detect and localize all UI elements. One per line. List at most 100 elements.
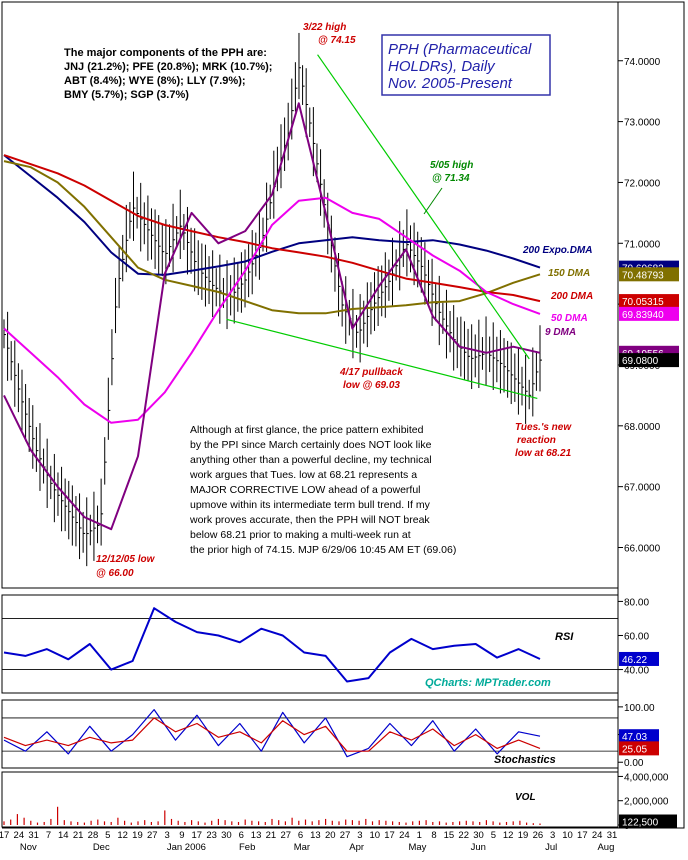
chart-title-line-3: Nov. 2005-Present [388,75,513,92]
stoch-last-label: 25.05 [622,744,647,755]
vol-ytick-label: 4,000,000 [624,772,669,783]
x-tick-label: 15 [444,830,455,841]
rsi-last-box [619,651,659,666]
components-line-4: BMY (5.7%); SGP (3.7%) [64,89,189,101]
x-tick-label: 31 [28,830,39,841]
x-axis: 17 24 31 7 14 21 28 5 12 19 27 3 9 17 23 30 6 13 21 27 6 13 20… [0,830,617,853]
x-month-label: Apr [349,842,364,853]
price-series-200-dma [3,154,541,303]
price-ytick-label: 71.0000 [624,239,661,250]
x-tick-label: 28 [88,830,99,841]
volume-label: VOL [515,792,536,803]
stochastics-label: Stochastics [494,754,556,766]
price-ytick-label: 74.0000 [624,57,661,68]
x-tick-label: 3 [357,830,362,841]
last-value-label: 70.05315 [622,297,664,308]
x-month-label: Dec [93,842,110,853]
x-tick-label: 9 [179,830,184,841]
commentary-line-1: Although at first glance, the price patt… [190,424,424,436]
rsi-panel: 40.00 60.00 80.00 46.22 [2,597,659,683]
x-tick-label: 23 [206,830,217,841]
x-tick-label: 12 [503,830,514,841]
price-ytick-label: 72.0000 [624,178,661,189]
x-tick-label: 31 [607,830,618,841]
tag-9-dma: 9 DMA [545,327,576,338]
x-month-label: Mar [294,842,310,853]
x-month-label: Feb [239,842,255,853]
rsi-last-label: 46.22 [622,655,647,666]
x-tick-label: 27 [340,830,351,841]
price-series-150-dma [3,160,541,315]
annot-may-high-1: 5/05 high [430,160,473,171]
commentary-line-3: anything other than a powerful decline, … [190,454,432,466]
commentary-line-7: work proves accurate, then the PPH will … [189,514,430,526]
price-series-50-dma [3,196,541,424]
x-tick-label: 19 [132,830,143,841]
x-month-label: Nov [20,842,37,853]
x-tick-label: 6 [298,830,303,841]
price-ytick-label: 66.0000 [624,543,661,554]
stoch-last-box [619,729,659,744]
x-tick-label: 17 [0,830,9,841]
chart-title-line-1: PPH (Pharmaceutical [388,41,532,58]
x-tick-label: 27 [147,830,158,841]
x-tick-label: 26 [533,830,544,841]
vol-last-label: 122,500 [622,818,659,829]
annot-march-high-2: @ 74.15 [318,35,356,46]
price-ytick-label: 67.0000 [624,483,661,494]
stoch-series--d [3,717,541,752]
rsi-ytick-label: 40.00 [624,666,649,677]
last-value-label: 70.48793 [622,270,664,281]
x-month-label: Jan 2006 [167,842,206,853]
x-month-label: May [408,842,426,853]
trendline [317,54,530,360]
commentary-line-5: MAJOR CORRECTIVE LOW ahead of a powerful [190,484,421,496]
rsi-label: RSI [555,631,574,643]
annot-april-low-2: low @ 69.03 [343,380,400,391]
commentary-line-2: by the PPI since March certainly does NO… [190,439,432,451]
price-panel: 66.000067.000068.000069.000070.000071.00… [3,32,679,567]
x-tick-label: 27 [280,830,291,841]
commentary-line-9: the prior high of 74.15. MJP 6/29/06 10:… [190,544,456,556]
chart-title-box [381,34,551,96]
x-tick-label: 12 [117,830,128,841]
x-tick-label: 5 [491,830,496,841]
vol-ytick-label: 2,000,000 [624,797,669,808]
last-value-box [619,306,679,321]
x-tick-label: 19 [518,830,529,841]
x-tick-label: 17 [191,830,202,841]
annot-april-low-1: 4/17 pullback [339,367,403,378]
price-ytick-label: 73.0000 [624,118,661,129]
last-value-box [619,267,679,282]
trendline [226,318,538,400]
x-tick-label: 21 [266,830,277,841]
x-tick-label: 5 [105,830,110,841]
x-tick-label: 21 [73,830,84,841]
price-ytick-label: 68.0000 [624,422,661,433]
x-tick-label: 20 [325,830,336,841]
stoch-ytick-label: 100.00 [624,703,655,714]
last-value-box [619,294,679,309]
x-tick-label: 24 [399,830,410,841]
x-tick-label: 13 [310,830,321,841]
stoch-last-label: 47.03 [622,732,647,743]
rsi-ytick-label: 60.00 [624,631,649,642]
x-month-label: Jul [545,842,557,853]
panel-frames [1,1,685,829]
x-tick-label: 3 [164,830,169,841]
last-value-label: 69.83940 [622,310,664,321]
x-tick-label: 17 [384,830,395,841]
annot-may-high-pointer [423,187,443,215]
last-value-label: 69.0800 [622,356,659,367]
commentary-line-8: below 68.21 prior to making a multi-week… [190,529,411,541]
x-tick-label: 30 [221,830,232,841]
x-tick-label: 24 [592,830,603,841]
annot-tues-low-2: reaction [517,435,556,446]
components-line-3: ABT (8.4%); WYE (8%); LLY (7.9%); [64,75,246,87]
stoch-ytick-label: 0.00 [624,758,644,769]
tag-200-expo-dma: 200 Expo.DMA [522,245,592,256]
x-tick-label: 8 [431,830,436,841]
x-tick-label: 3 [550,830,555,841]
